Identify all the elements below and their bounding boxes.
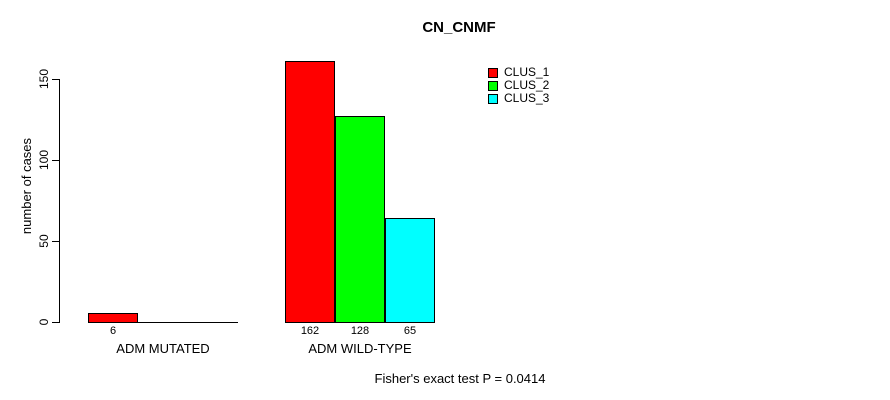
y-axis-line	[59, 79, 60, 323]
legend-label: CLUS_1	[504, 65, 550, 79]
y-axis-tick-label: 50	[37, 234, 51, 248]
legend-label: CLUS_2	[504, 78, 550, 92]
bar-CLUS_3-group2	[385, 218, 435, 323]
legend: CLUS_1 CLUS_2 CLUS_3	[488, 66, 549, 105]
bar-value-label: 162	[300, 325, 320, 337]
legend-entry: CLUS_3	[488, 92, 549, 105]
bar-value-label: 6	[109, 325, 117, 337]
y-axis-label: number of cases	[19, 137, 34, 235]
fisher-test-annotation: Fisher's exact test P = 0.0414	[374, 371, 546, 386]
chart-title: CN_CNMF	[422, 19, 496, 36]
y-axis-tick	[52, 160, 59, 161]
bar-CLUS_3-group1	[188, 322, 238, 323]
y-axis-tick-label: 0	[37, 318, 51, 326]
x-category-label: ADM WILD-TYPE	[308, 341, 412, 356]
legend-entry: CLUS_2	[488, 79, 549, 92]
bar-value-label: 128	[350, 325, 370, 337]
y-axis-tick	[52, 322, 59, 323]
bar-CLUS_2-group1	[138, 322, 188, 323]
bar-CLUS_2-group2	[335, 116, 385, 323]
legend-swatch-CLUS_1	[488, 67, 498, 78]
bar-value-label: 65	[403, 325, 417, 337]
legend-entry: CLUS_1	[488, 66, 549, 79]
legend-swatch-CLUS_2	[488, 80, 498, 91]
bar-CLUS_1-group2	[285, 61, 335, 323]
x-category-label: ADM MUTATED	[116, 341, 210, 356]
bar-CLUS_1-group1	[88, 313, 138, 323]
y-axis-tick	[52, 79, 59, 80]
y-axis-tick-label: 100	[37, 149, 51, 171]
y-axis-tick	[52, 241, 59, 242]
legend-label: CLUS_3	[504, 91, 550, 105]
legend-swatch-CLUS_3	[488, 93, 498, 104]
y-axis-tick-label: 150	[37, 68, 51, 90]
